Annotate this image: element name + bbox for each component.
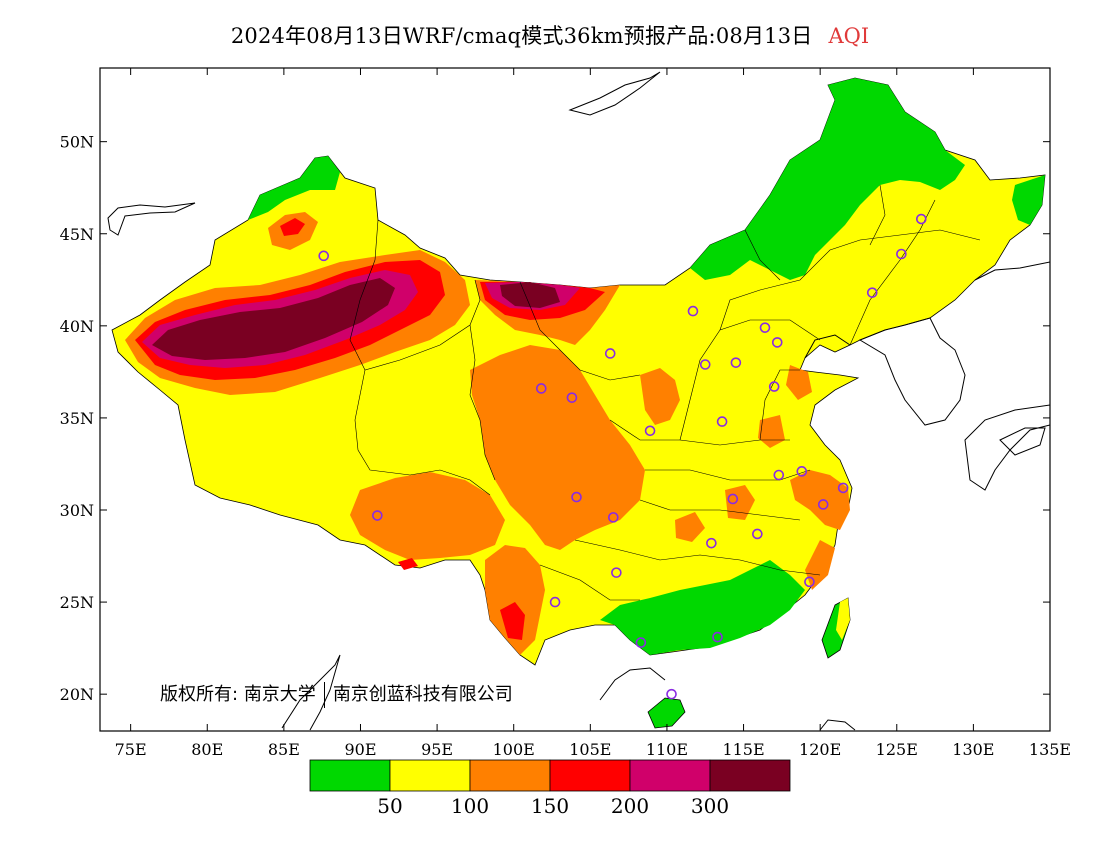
orange-region-central	[470, 345, 645, 550]
circle-icon	[773, 469, 785, 481]
lon-tick-label: 80E	[191, 740, 223, 759]
green-region-south	[600, 560, 805, 655]
legend-swatch	[549, 759, 631, 792]
circle-icon	[771, 337, 783, 348]
circle-icon	[727, 493, 739, 505]
darkred-region-badain-jaran	[500, 282, 560, 308]
circle-icon	[706, 537, 717, 549]
circle-icon	[752, 528, 763, 540]
circle-icon	[687, 305, 699, 317]
circle-icon	[604, 348, 616, 359]
green-region-northwest	[248, 156, 340, 220]
circle-icon	[608, 512, 619, 523]
legend-swatch	[629, 759, 711, 792]
lon-tick-label: 95E	[421, 740, 453, 759]
lon-tick-label: 110E	[646, 740, 688, 759]
lat-tick-label: 30N	[60, 501, 94, 520]
circle-icon	[804, 576, 815, 588]
legend-label: 100	[451, 794, 489, 818]
circle-icon	[535, 383, 547, 394]
lat-tick-label: 40N	[60, 317, 94, 336]
green-region-hainan	[647, 697, 686, 729]
lat-tick-label: 50N	[60, 133, 94, 152]
legend-swatch	[309, 759, 391, 792]
lon-tick-label: 100E	[493, 740, 535, 759]
circle-icon	[716, 416, 728, 427]
copyright-org-nju: 南京大学	[243, 684, 316, 705]
legend-swatch	[469, 759, 551, 792]
legend-label: 200	[611, 794, 649, 818]
map-title: 2024年08月13日WRF/cmaq模式36km预报产品:08月13日 AQI	[0, 20, 1100, 50]
aqi-legend: 50 100 150 200 300	[309, 759, 791, 818]
circle-icon	[866, 287, 878, 298]
province-boundaries	[349, 184, 981, 601]
circle-icon	[571, 491, 582, 503]
copyright-separator	[323, 682, 325, 708]
lon-tick-label: 75E	[115, 740, 147, 759]
copyright-notice: 版权所有: 南京大学 南京创蓝科技有限公司	[160, 680, 513, 708]
circle-icon	[915, 213, 927, 225]
legend-swatch	[389, 759, 471, 792]
circle-icon	[372, 510, 383, 521]
circle-icon	[635, 637, 647, 648]
red-region-tarim-spot	[280, 218, 305, 236]
variable-label: AQI	[828, 24, 870, 48]
circle-icon	[549, 596, 561, 608]
circle-icon	[318, 250, 330, 262]
title-text: 2024年08月13日WRF/cmaq模式36km预报产品:08月13日	[230, 24, 813, 48]
legend-label: 50	[377, 794, 402, 818]
city-markers	[318, 213, 927, 700]
circle-icon	[611, 567, 622, 578]
orange-region-east-coast	[790, 470, 850, 530]
circle-icon	[896, 248, 907, 260]
lon-tick-label: 85E	[268, 740, 300, 759]
circle-icon	[644, 425, 656, 437]
taiwan-yellow-band	[836, 598, 850, 640]
lat-tick-label: 45N	[60, 225, 94, 244]
latitude-axis: 20N 25N 30N 35N 40N 45N 50N	[60, 133, 1050, 704]
darkred-region-taklamakan	[152, 278, 395, 360]
red-region-yunnan	[500, 602, 525, 640]
orange-region-hunan	[675, 512, 705, 542]
lat-tick-label: 20N	[60, 685, 94, 704]
green-region-northeast	[690, 78, 965, 280]
green-region-far-northeast	[1012, 175, 1045, 225]
lon-tick-label: 135E	[1029, 740, 1071, 759]
circle-icon	[817, 499, 829, 510]
red-region-tibet-south	[398, 558, 418, 570]
circle-icon	[666, 688, 677, 700]
circle-icon	[730, 357, 742, 368]
circle-icon	[699, 359, 711, 370]
lon-tick-label: 90E	[344, 740, 376, 759]
orange-region-shandong	[786, 365, 812, 400]
orange-region-shanxi	[640, 368, 680, 425]
longitude-axis: 75E 80E 85E 90E 95E 100E 105E 110E 115E 120E 125E 1…	[115, 68, 1071, 759]
circle-icon	[712, 631, 723, 643]
lat-tick-label: 25N	[60, 593, 94, 612]
lon-tick-label: 130E	[952, 740, 994, 759]
lon-tick-label: 125E	[876, 740, 918, 759]
orange-region-tibet	[350, 472, 505, 560]
coastlines	[107, 71, 1050, 731]
legend-label: 300	[691, 794, 729, 818]
copyright-org-company: 南京创蓝科技有限公司	[332, 684, 513, 705]
legend-label: 150	[531, 794, 569, 818]
orange-region-fujian	[805, 540, 835, 590]
copyright-prefix: 版权所有:	[160, 684, 239, 705]
circle-icon	[796, 466, 808, 477]
map-frame	[99, 67, 1051, 732]
lon-tick-label: 105E	[569, 740, 611, 759]
lon-tick-label: 115E	[722, 740, 764, 759]
circle-icon	[837, 482, 849, 494]
circle-icon	[566, 392, 578, 403]
lat-tick-label: 35N	[60, 409, 94, 428]
circle-icon	[759, 322, 771, 333]
lon-tick-label: 120E	[799, 740, 841, 759]
legend-swatch	[709, 759, 791, 792]
map-layers	[107, 71, 1050, 731]
circle-icon	[768, 381, 780, 392]
orange-region-yunnan	[485, 545, 545, 655]
